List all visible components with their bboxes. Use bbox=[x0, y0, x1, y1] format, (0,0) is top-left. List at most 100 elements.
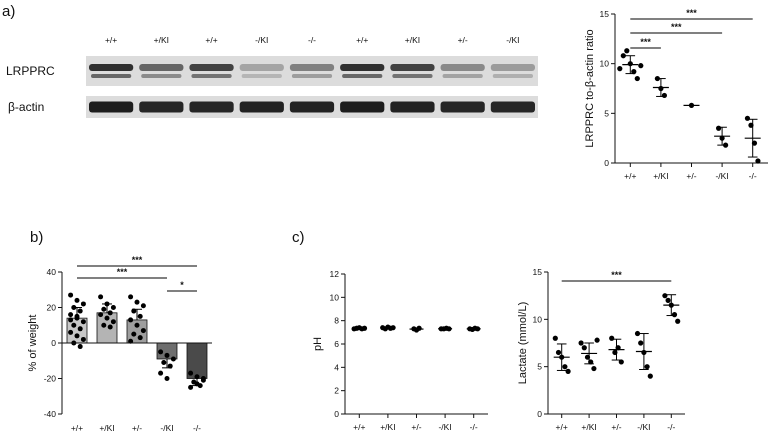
data-point bbox=[390, 325, 396, 331]
blot-lane-label: +/+ bbox=[105, 35, 117, 45]
blot-band bbox=[490, 64, 535, 71]
data-point bbox=[74, 333, 80, 339]
y-tick-label: 15 bbox=[533, 267, 543, 277]
data-point bbox=[137, 335, 143, 341]
data-point bbox=[716, 125, 722, 131]
data-point bbox=[644, 364, 650, 370]
y-tick-label: 0 bbox=[51, 338, 56, 348]
data-point bbox=[170, 356, 176, 362]
blot-band-secondary bbox=[342, 74, 383, 78]
data-point bbox=[101, 306, 107, 312]
data-point bbox=[475, 326, 481, 332]
data-point bbox=[665, 297, 671, 303]
data-point bbox=[98, 312, 104, 318]
y-tick-label: 10 bbox=[330, 292, 340, 302]
y-tick-label: 4 bbox=[334, 362, 339, 372]
data-point bbox=[140, 303, 146, 309]
x-tick-label: +/- bbox=[686, 171, 696, 181]
data-point bbox=[194, 381, 200, 387]
data-point bbox=[661, 92, 668, 99]
data-point bbox=[98, 294, 104, 300]
data-point bbox=[128, 338, 134, 344]
data-point bbox=[446, 326, 452, 332]
blot-band bbox=[440, 64, 485, 71]
blot-lane-label: -/KI bbox=[255, 35, 268, 45]
blot-band-secondary bbox=[241, 74, 282, 78]
data-point bbox=[662, 293, 668, 299]
data-point bbox=[361, 325, 368, 331]
x-tick-label: +/- bbox=[411, 422, 421, 432]
data-point bbox=[719, 135, 725, 141]
x-tick-label: +/+ bbox=[71, 423, 83, 433]
data-point bbox=[617, 66, 623, 72]
western-blot: +/+ +/KI +/+ -/KI -/- +/+ +/KI +/- -/KI LRPPRC β-… bbox=[6, 35, 538, 118]
data-point bbox=[559, 354, 565, 360]
y-tick-label: 10 bbox=[600, 59, 610, 69]
data-point bbox=[68, 292, 74, 298]
data-point bbox=[194, 374, 200, 380]
blot-band bbox=[189, 101, 234, 113]
data-point bbox=[188, 370, 194, 376]
y-axis-label: pH bbox=[312, 337, 324, 351]
data-point bbox=[161, 360, 167, 366]
data-point bbox=[131, 308, 137, 314]
chart-c-ph: 0 2 4 6 8 10 12 +/+ +/KI +/- -/KI -/- pH bbox=[312, 269, 488, 432]
y-axis-label: % of weight bbox=[27, 315, 39, 372]
y-tick-label: 2 bbox=[334, 386, 339, 396]
blot-lane-label: -/KI bbox=[506, 35, 519, 45]
data-point bbox=[164, 352, 170, 358]
y-tick-label: 20 bbox=[47, 303, 57, 313]
data-point bbox=[638, 63, 644, 69]
data-point bbox=[128, 294, 134, 300]
x-tick-label: -/- bbox=[470, 422, 478, 432]
x-tick-label: +/+ bbox=[556, 422, 568, 432]
blot-band bbox=[289, 101, 335, 113]
blot-band-secondary bbox=[442, 74, 483, 78]
data-point bbox=[647, 373, 653, 379]
data-point bbox=[658, 85, 664, 92]
data-point bbox=[140, 328, 146, 334]
x-tick-label: -/KI bbox=[160, 423, 173, 433]
data-point bbox=[723, 142, 729, 148]
data-point bbox=[591, 365, 597, 372]
data-point bbox=[188, 384, 194, 390]
data-point bbox=[107, 324, 113, 330]
x-tick-label: +/KI bbox=[380, 422, 395, 432]
blot-lane-label: +/KI bbox=[154, 35, 169, 45]
data-point bbox=[634, 75, 640, 82]
data-point bbox=[584, 354, 591, 360]
data-point bbox=[167, 363, 173, 369]
y-tick-label: 12 bbox=[330, 269, 340, 279]
data-point bbox=[71, 322, 77, 328]
data-point bbox=[77, 308, 83, 314]
data-point bbox=[200, 376, 206, 381]
data-point bbox=[631, 69, 637, 75]
chart-c-lactate: 0 5 10 15 +/+ +/KI +/- -/KI -/- Lactate (mmol/L) *… bbox=[517, 267, 685, 432]
blot-band-secondary bbox=[291, 74, 333, 78]
panel-label-c: c) bbox=[292, 229, 305, 246]
data-point bbox=[80, 336, 86, 342]
significance-label: *** bbox=[132, 255, 143, 265]
y-tick-label: 5 bbox=[537, 362, 542, 372]
data-point bbox=[77, 326, 83, 332]
blot-lane-label: -/- bbox=[308, 35, 316, 45]
blot-lane-label: +/KI bbox=[405, 35, 420, 45]
data-point bbox=[638, 340, 644, 346]
x-tick-label: +/- bbox=[611, 422, 621, 432]
significance-label: *** bbox=[686, 8, 697, 18]
blot-lane-labels: +/+ +/KI +/+ -/KI -/- +/+ +/KI +/- -/KI bbox=[105, 35, 520, 45]
blot-band bbox=[340, 101, 385, 113]
data-point bbox=[588, 359, 594, 365]
data-point bbox=[416, 325, 422, 331]
data-point bbox=[641, 349, 647, 356]
x-tick-label: +/- bbox=[132, 423, 142, 433]
significance-label: *** bbox=[671, 22, 682, 32]
blot-band-secondary bbox=[141, 74, 182, 78]
y-tick-label: 0 bbox=[537, 409, 542, 419]
x-tick-label: -/- bbox=[749, 171, 757, 181]
panel-label-b: b) bbox=[30, 229, 43, 246]
blot-lane-label: +/+ bbox=[356, 35, 368, 45]
data-point bbox=[620, 53, 626, 59]
data-point bbox=[615, 345, 621, 351]
x-tick-label: -/KI bbox=[637, 422, 650, 432]
